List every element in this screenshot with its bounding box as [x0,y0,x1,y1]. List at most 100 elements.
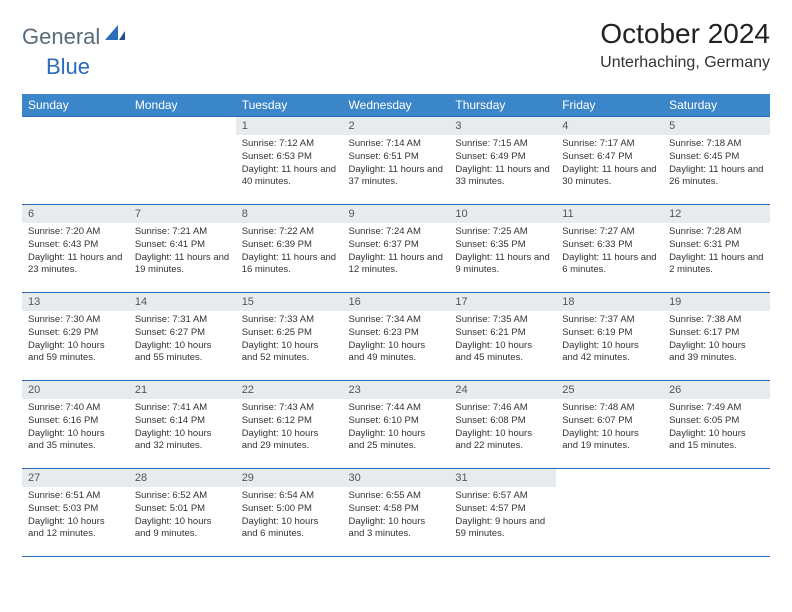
weekday-header: Thursday [449,94,556,117]
day-details: Sunrise: 7:14 AMSunset: 6:51 PMDaylight:… [343,135,450,193]
weekday-header: Tuesday [236,94,343,117]
day-details: Sunrise: 7:37 AMSunset: 6:19 PMDaylight:… [556,311,663,369]
day-number: 6 [22,205,129,223]
day-details: Sunrise: 7:30 AMSunset: 6:29 PMDaylight:… [22,311,129,369]
weekday-header: Saturday [663,94,770,117]
calendar-day-cell: 13Sunrise: 7:30 AMSunset: 6:29 PMDayligh… [22,293,129,381]
logo-text-general: General [22,24,100,50]
day-number: 16 [343,293,450,311]
day-number: 11 [556,205,663,223]
day-number: 24 [449,381,556,399]
calendar-day-cell: 29Sunrise: 6:54 AMSunset: 5:00 PMDayligh… [236,469,343,557]
calendar-day-cell [22,117,129,205]
calendar-day-cell: 27Sunrise: 6:51 AMSunset: 5:03 PMDayligh… [22,469,129,557]
calendar-day-cell: 30Sunrise: 6:55 AMSunset: 4:58 PMDayligh… [343,469,450,557]
day-details: Sunrise: 7:27 AMSunset: 6:33 PMDaylight:… [556,223,663,281]
calendar-day-cell: 20Sunrise: 7:40 AMSunset: 6:16 PMDayligh… [22,381,129,469]
day-number: 10 [449,205,556,223]
day-number: 14 [129,293,236,311]
calendar-day-cell: 31Sunrise: 6:57 AMSunset: 4:57 PMDayligh… [449,469,556,557]
day-details: Sunrise: 7:33 AMSunset: 6:25 PMDaylight:… [236,311,343,369]
calendar-week-row: 13Sunrise: 7:30 AMSunset: 6:29 PMDayligh… [22,293,770,381]
calendar-day-cell [129,117,236,205]
calendar-day-cell [663,469,770,557]
calendar-day-cell: 15Sunrise: 7:33 AMSunset: 6:25 PMDayligh… [236,293,343,381]
day-details: Sunrise: 7:38 AMSunset: 6:17 PMDaylight:… [663,311,770,369]
calendar-day-cell: 21Sunrise: 7:41 AMSunset: 6:14 PMDayligh… [129,381,236,469]
weekday-header-row: Sunday Monday Tuesday Wednesday Thursday… [22,94,770,117]
day-number: 12 [663,205,770,223]
day-number: 20 [22,381,129,399]
day-number: 5 [663,117,770,135]
day-number: 8 [236,205,343,223]
day-details: Sunrise: 7:41 AMSunset: 6:14 PMDaylight:… [129,399,236,457]
day-details: Sunrise: 7:31 AMSunset: 6:27 PMDaylight:… [129,311,236,369]
calendar-day-cell: 28Sunrise: 6:52 AMSunset: 5:01 PMDayligh… [129,469,236,557]
calendar-day-cell: 2Sunrise: 7:14 AMSunset: 6:51 PMDaylight… [343,117,450,205]
day-details: Sunrise: 7:12 AMSunset: 6:53 PMDaylight:… [236,135,343,193]
day-number: 18 [556,293,663,311]
logo-sail-icon [105,25,125,46]
calendar-day-cell: 4Sunrise: 7:17 AMSunset: 6:47 PMDaylight… [556,117,663,205]
day-number: 23 [343,381,450,399]
calendar-week-row: 6Sunrise: 7:20 AMSunset: 6:43 PMDaylight… [22,205,770,293]
calendar-day-cell: 26Sunrise: 7:49 AMSunset: 6:05 PMDayligh… [663,381,770,469]
day-number: 17 [449,293,556,311]
day-details: Sunrise: 7:43 AMSunset: 6:12 PMDaylight:… [236,399,343,457]
weekday-header: Sunday [22,94,129,117]
day-details: Sunrise: 7:17 AMSunset: 6:47 PMDaylight:… [556,135,663,193]
calendar-week-row: 20Sunrise: 7:40 AMSunset: 6:16 PMDayligh… [22,381,770,469]
calendar-day-cell: 1Sunrise: 7:12 AMSunset: 6:53 PMDaylight… [236,117,343,205]
weekday-header: Friday [556,94,663,117]
day-number: 31 [449,469,556,487]
calendar-day-cell: 10Sunrise: 7:25 AMSunset: 6:35 PMDayligh… [449,205,556,293]
day-details: Sunrise: 7:25 AMSunset: 6:35 PMDaylight:… [449,223,556,281]
weekday-header: Monday [129,94,236,117]
day-number: 25 [556,381,663,399]
day-number: 2 [343,117,450,135]
calendar-day-cell: 17Sunrise: 7:35 AMSunset: 6:21 PMDayligh… [449,293,556,381]
logo: General [22,24,127,50]
day-details: Sunrise: 6:57 AMSunset: 4:57 PMDaylight:… [449,487,556,545]
day-details: Sunrise: 7:18 AMSunset: 6:45 PMDaylight:… [663,135,770,193]
day-details: Sunrise: 6:55 AMSunset: 4:58 PMDaylight:… [343,487,450,545]
day-number: 4 [556,117,663,135]
day-details: Sunrise: 6:51 AMSunset: 5:03 PMDaylight:… [22,487,129,545]
day-number: 7 [129,205,236,223]
calendar-day-cell: 12Sunrise: 7:28 AMSunset: 6:31 PMDayligh… [663,205,770,293]
day-number: 28 [129,469,236,487]
calendar-day-cell: 25Sunrise: 7:48 AMSunset: 6:07 PMDayligh… [556,381,663,469]
day-details: Sunrise: 7:48 AMSunset: 6:07 PMDaylight:… [556,399,663,457]
day-details: Sunrise: 7:20 AMSunset: 6:43 PMDaylight:… [22,223,129,281]
weekday-header: Wednesday [343,94,450,117]
calendar-day-cell: 23Sunrise: 7:44 AMSunset: 6:10 PMDayligh… [343,381,450,469]
day-number: 21 [129,381,236,399]
calendar-day-cell: 24Sunrise: 7:46 AMSunset: 6:08 PMDayligh… [449,381,556,469]
calendar-day-cell: 3Sunrise: 7:15 AMSunset: 6:49 PMDaylight… [449,117,556,205]
day-details: Sunrise: 7:34 AMSunset: 6:23 PMDaylight:… [343,311,450,369]
calendar-day-cell: 8Sunrise: 7:22 AMSunset: 6:39 PMDaylight… [236,205,343,293]
calendar-day-cell: 16Sunrise: 7:34 AMSunset: 6:23 PMDayligh… [343,293,450,381]
day-number: 27 [22,469,129,487]
day-number: 3 [449,117,556,135]
day-details: Sunrise: 6:52 AMSunset: 5:01 PMDaylight:… [129,487,236,545]
calendar-day-cell: 14Sunrise: 7:31 AMSunset: 6:27 PMDayligh… [129,293,236,381]
day-details: Sunrise: 7:49 AMSunset: 6:05 PMDaylight:… [663,399,770,457]
day-number: 9 [343,205,450,223]
calendar-day-cell: 19Sunrise: 7:38 AMSunset: 6:17 PMDayligh… [663,293,770,381]
day-details: Sunrise: 7:21 AMSunset: 6:41 PMDaylight:… [129,223,236,281]
day-number: 22 [236,381,343,399]
day-details: Sunrise: 7:35 AMSunset: 6:21 PMDaylight:… [449,311,556,369]
day-details: Sunrise: 7:44 AMSunset: 6:10 PMDaylight:… [343,399,450,457]
calendar-day-cell: 18Sunrise: 7:37 AMSunset: 6:19 PMDayligh… [556,293,663,381]
day-details: Sunrise: 7:15 AMSunset: 6:49 PMDaylight:… [449,135,556,193]
day-number: 29 [236,469,343,487]
calendar-table: Sunday Monday Tuesday Wednesday Thursday… [22,94,770,557]
calendar-day-cell: 11Sunrise: 7:27 AMSunset: 6:33 PMDayligh… [556,205,663,293]
day-number: 30 [343,469,450,487]
month-title: October 2024 [600,18,770,50]
calendar-day-cell: 5Sunrise: 7:18 AMSunset: 6:45 PMDaylight… [663,117,770,205]
day-details: Sunrise: 7:46 AMSunset: 6:08 PMDaylight:… [449,399,556,457]
day-details: Sunrise: 7:40 AMSunset: 6:16 PMDaylight:… [22,399,129,457]
day-number: 19 [663,293,770,311]
